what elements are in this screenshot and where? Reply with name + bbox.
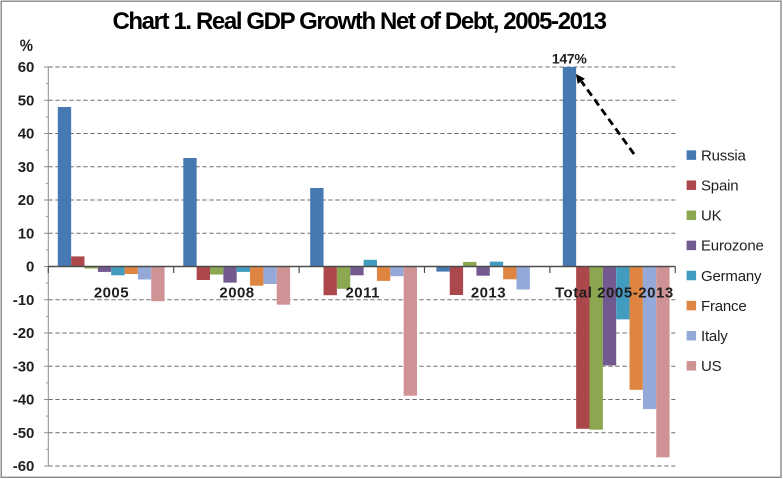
svg-text:Germany: Germany [701, 268, 762, 285]
svg-text:Eurozone: Eurozone [701, 238, 764, 255]
svg-text:40: 40 [18, 126, 35, 143]
svg-text:50: 50 [18, 92, 35, 109]
svg-text:10: 10 [18, 225, 35, 242]
svg-text:147%: 147% [552, 50, 587, 66]
svg-text:-10: -10 [13, 292, 35, 309]
svg-text:Italy: Italy [701, 328, 728, 345]
svg-text:Chart 1. Real GDP Growth Net o: Chart 1. Real GDP Growth Net of Debt, 20… [112, 8, 606, 35]
svg-text:UK: UK [701, 208, 722, 225]
svg-text:2008: 2008 [219, 285, 254, 302]
svg-text:-40: -40 [13, 392, 35, 409]
svg-text:France: France [701, 298, 747, 315]
svg-text:0: 0 [26, 259, 34, 276]
svg-text:60: 60 [18, 59, 35, 76]
svg-text:-30: -30 [13, 358, 35, 375]
svg-text:Russia: Russia [701, 147, 747, 164]
svg-text:Total 2005-2013: Total 2005-2013 [555, 285, 674, 302]
svg-text:-20: -20 [13, 325, 35, 342]
svg-text:20: 20 [18, 192, 35, 209]
svg-text:%: % [20, 36, 33, 55]
svg-text:US: US [701, 358, 722, 375]
svg-text:2013: 2013 [471, 285, 506, 302]
svg-text:-50: -50 [13, 425, 35, 442]
svg-text:-60: -60 [13, 458, 35, 475]
svg-text:Spain: Spain [701, 178, 738, 195]
svg-text:2005: 2005 [94, 285, 129, 302]
svg-text:2011: 2011 [346, 285, 380, 302]
svg-text:30: 30 [18, 159, 35, 176]
